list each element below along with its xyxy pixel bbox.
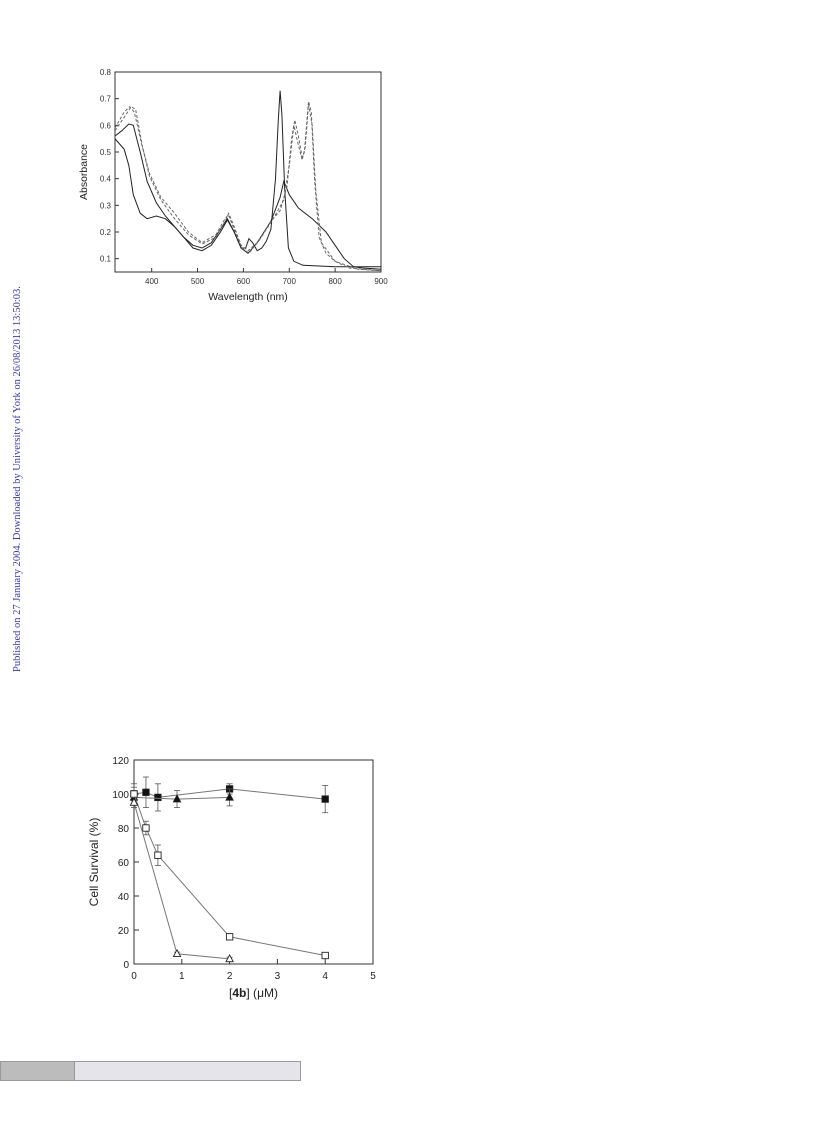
plot-frame [133, 759, 374, 965]
y-tick-label: 0.4 [100, 175, 112, 184]
x-axis-label-part: 4b [232, 986, 246, 1000]
series-line-3 [114, 101, 382, 272]
data-point [172, 794, 182, 803]
data-point [154, 851, 162, 859]
data-point [154, 793, 162, 802]
data-point [321, 951, 329, 960]
x-axis-label: [4b] (μM) [229, 986, 278, 1000]
data-point [321, 795, 329, 803]
bottom-bar-segment-right [75, 1062, 300, 1080]
y-tick-label: 40 [118, 892, 130, 903]
plot-frame [114, 71, 382, 273]
y-axis-label: Absorbance [78, 144, 90, 200]
x-tick-label: 2 [227, 971, 233, 982]
data-point [129, 797, 139, 806]
x-tick-label: 1 [179, 971, 185, 982]
x-tick-label: 0 [131, 971, 137, 982]
y-tick-label: 60 [118, 858, 130, 869]
x-tick-label: 500 [191, 277, 205, 286]
x-tick-label: 700 [283, 277, 297, 286]
cell-survival-chart: 0 1 2 3 4 5 0 20 40 60 80 100 120 Cell Survival (%) [4… [87, 756, 376, 1000]
absorbance-chart: 400 500 600 700 800 900 0.1 0.2 0.3 0.4 0.5 0.6 0.7 0… [78, 68, 388, 303]
y-tick-label: 0.7 [100, 95, 112, 104]
y-tick-label: 20 [118, 926, 130, 937]
x-tick-label: 4 [322, 971, 328, 982]
y-tick-label: 80 [118, 824, 130, 835]
x-tick-label: 900 [374, 277, 388, 286]
y-tick-label: 0.8 [100, 68, 112, 77]
series-line-3 [133, 793, 326, 956]
data-point [130, 790, 138, 798]
data-point [172, 948, 182, 958]
x-tick-label: 600 [237, 277, 251, 286]
x-tick-label: 3 [275, 971, 281, 982]
data-point [142, 824, 150, 832]
series-line-2 [133, 796, 230, 800]
x-tick-label: 400 [145, 277, 159, 286]
y-tick-label: 0.3 [100, 201, 112, 210]
data-point [225, 792, 234, 801]
y-tick-label: 120 [112, 756, 129, 767]
x-axis-label-part: ] ( [246, 986, 257, 1000]
margin-note: Published on 27 January 2004. Downloaded… [0, 0, 24, 1145]
y-tick-label: 0.5 [100, 148, 112, 157]
margin-note-text: Published on 27 January 2004. Downloaded… [12, 286, 23, 672]
x-tick-label: 800 [328, 277, 342, 286]
y-tick-label: 0 [123, 960, 129, 971]
y-tick-label: 0.6 [100, 121, 112, 130]
x-tick-label: 5 [370, 971, 376, 982]
bottom-bar-segment-left [1, 1062, 75, 1080]
series-line-2 [114, 123, 382, 270]
x-axis-label: Wavelength (nm) [208, 291, 288, 303]
y-tick-label: 0.1 [100, 255, 112, 264]
x-axis-label-part: [ [229, 986, 233, 1000]
series-line-4 [114, 103, 382, 272]
data-point [225, 933, 234, 941]
data-point [225, 953, 234, 963]
bottom-bar [0, 1061, 301, 1081]
y-axis-label: Cell Survival (%) [87, 818, 101, 907]
y-tick-label: 0.2 [100, 228, 112, 237]
y-tick-label: 100 [112, 790, 129, 801]
series-line-1 [114, 90, 381, 268]
data-point [142, 788, 150, 796]
x-axis-label-part: μM) [257, 986, 278, 1000]
